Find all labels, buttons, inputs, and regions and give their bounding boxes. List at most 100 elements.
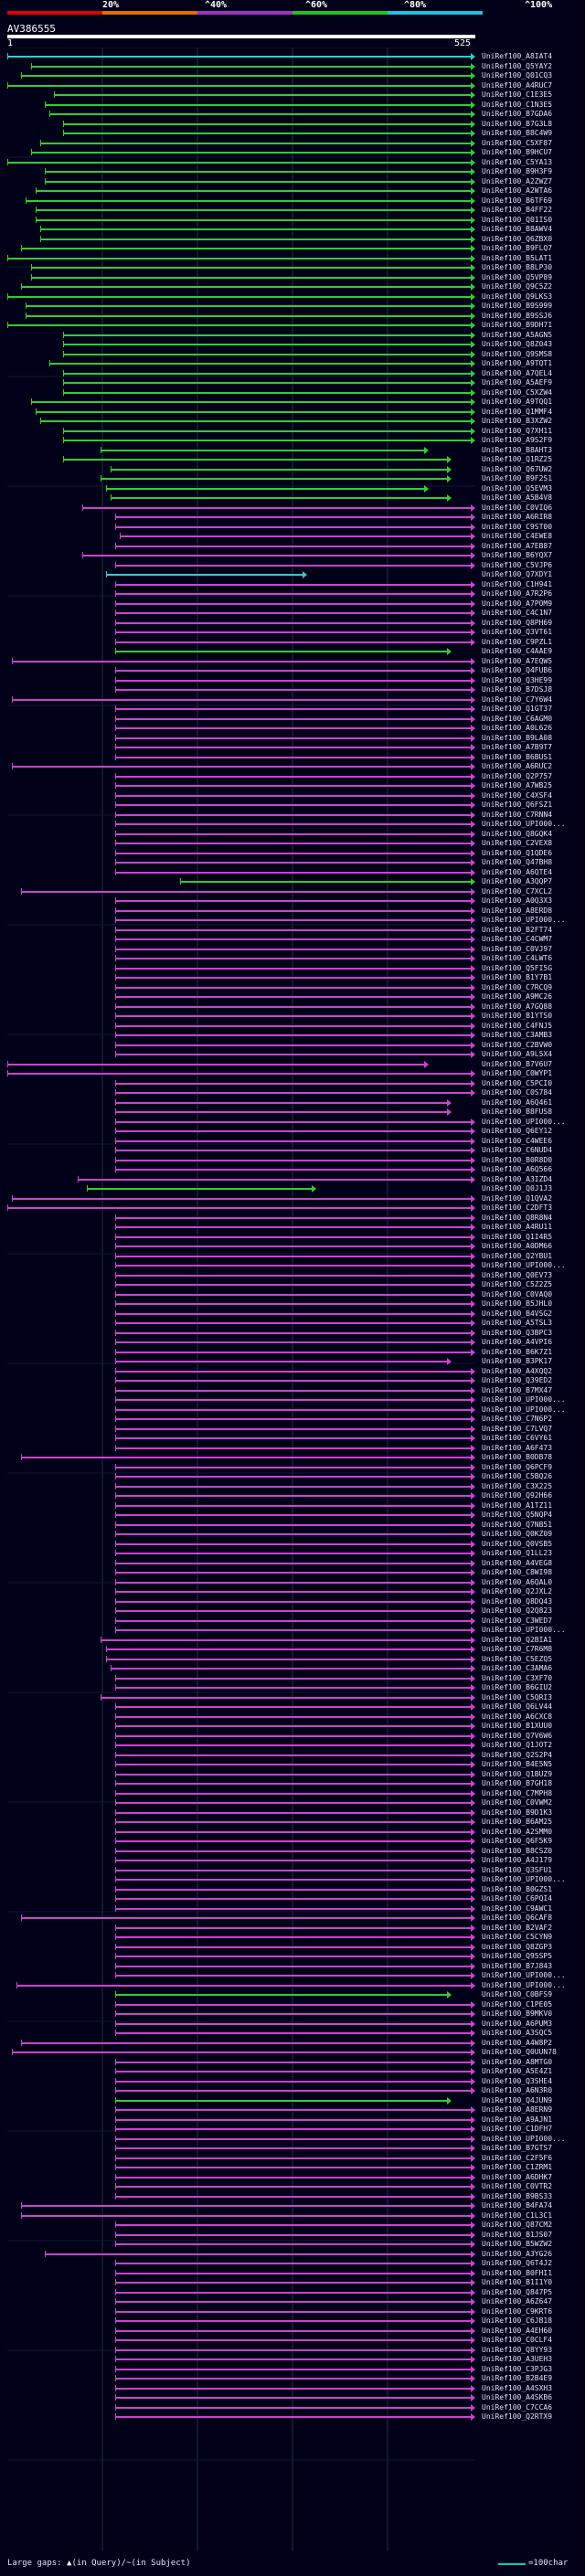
hit-row[interactable]: UniRef100_C4C1N7: [0, 608, 585, 618]
hit-label[interactable]: UniRef100_A4VEG8: [482, 1558, 553, 1567]
hit-row[interactable]: UniRef100_A4VPI6: [0, 1337, 585, 1347]
hit-label[interactable]: UniRef100_B2FT74: [482, 925, 553, 934]
hit-label[interactable]: UniRef100_C6VY61: [482, 1434, 553, 1442]
hit-row[interactable]: UniRef100_C7RNN4: [0, 810, 585, 820]
hit-label[interactable]: UniRef100_B5WZW2: [482, 2240, 553, 2248]
hit-row[interactable]: UniRef100_C9ST00: [0, 522, 585, 532]
hit-row[interactable]: UniRef100_B9SSJ6: [0, 311, 585, 321]
hit-label[interactable]: UniRef100_C9KRT6: [482, 2306, 553, 2316]
hit-row[interactable]: UniRef100_Q8R8N4: [0, 1213, 585, 1223]
hit-row[interactable]: UniRef100_A5B4V8: [0, 493, 585, 503]
hit-label[interactable]: UniRef100_C7Y6W4: [482, 694, 553, 704]
hit-label[interactable]: UniRef100_B9F2S1: [482, 474, 553, 482]
hit-row[interactable]: UniRef100_A7EQW5: [0, 656, 585, 666]
hit-row[interactable]: UniRef100_C6PQI4: [0, 1893, 585, 1903]
hit-label[interactable]: UniRef100_B4FF22: [482, 206, 553, 214]
hit-row[interactable]: UniRef100_B3PK17: [0, 1356, 585, 1366]
hit-label[interactable]: UniRef100_C3X225: [482, 1481, 553, 1490]
hit-row[interactable]: UniRef100_C2DFT3: [0, 1203, 585, 1213]
hit-label[interactable]: UniRef100_C4CWM7: [482, 935, 553, 943]
hit-row[interactable]: UniRef100_A6F473: [0, 1443, 585, 1453]
hit-row[interactable]: UniRef100_Q2Q823: [0, 1606, 585, 1616]
hit-row[interactable]: UniRef100_A0L626: [0, 723, 585, 733]
hit-row[interactable]: UniRef100_A4J179: [0, 1855, 585, 1865]
hit-label[interactable]: UniRef100_Q7V6W6: [482, 1731, 553, 1740]
hit-label[interactable]: UniRef100_C0VAQ0: [482, 1289, 553, 1299]
hit-label[interactable]: UniRef100_UPI000...: [482, 1261, 566, 1269]
hit-label[interactable]: UniRef100_Q4JUN9: [482, 2095, 553, 2104]
hit-label[interactable]: UniRef100_Q8ZGP3: [482, 1942, 553, 1951]
hit-row[interactable]: UniRef100_UPI000...: [0, 1874, 585, 1884]
hit-row[interactable]: UniRef100_C5EZQ5: [0, 1654, 585, 1664]
hit-label[interactable]: UniRef100_C5PCI0: [482, 1078, 553, 1087]
hit-row[interactable]: UniRef100_A1TZ11: [0, 1500, 585, 1511]
hit-label[interactable]: UniRef100_A8ERD8: [482, 906, 553, 915]
hit-label[interactable]: UniRef100_A4VPI6: [482, 1338, 553, 1346]
hit-row[interactable]: UniRef100_B9S999: [0, 301, 585, 311]
hit-row[interactable]: UniRef100_Q1MMF4: [0, 407, 585, 417]
hit-label[interactable]: UniRef100_C1N3E5: [482, 100, 553, 109]
hit-row[interactable]: UniRef100_Q9LKS3: [0, 292, 585, 302]
hit-row[interactable]: UniRef100_C2F5F6: [0, 2153, 585, 2163]
hit-row[interactable]: UniRef100_B1YTS0: [0, 1011, 585, 1021]
hit-row[interactable]: UniRef100_Q8YY93: [0, 2345, 585, 2355]
hit-label[interactable]: UniRef100_B6YQX7: [482, 551, 553, 559]
hit-label[interactable]: UniRef100_A4SXH3: [482, 2383, 553, 2392]
hit-row[interactable]: UniRef100_Q0UUN78: [0, 2047, 585, 2057]
hit-row[interactable]: UniRef100_Q0KZ09: [0, 1529, 585, 1539]
hit-label[interactable]: UniRef100_C4EWE8: [482, 532, 553, 540]
hit-label[interactable]: UniRef100_B4FA74: [482, 2201, 553, 2210]
hit-row[interactable]: UniRef100_Q8PH69: [0, 618, 585, 628]
hit-label[interactable]: UniRef100_C4WEE6: [482, 1136, 553, 1145]
hit-label[interactable]: UniRef100_A3YG26: [482, 2249, 553, 2258]
hit-row[interactable]: UniRef100_UPI000...: [0, 1117, 585, 1127]
hit-label[interactable]: UniRef100_B3XZW2: [482, 417, 553, 425]
hit-row[interactable]: UniRef100_A9TQQ1: [0, 397, 585, 407]
hit-label[interactable]: UniRef100_C5YA13: [482, 157, 553, 166]
hit-row[interactable]: UniRef100_Q6ZBX0: [0, 234, 585, 244]
hit-row[interactable]: UniRef100_A6RIR8: [0, 512, 585, 522]
hit-row[interactable]: UniRef100_C5Z2Z5: [0, 1279, 585, 1289]
hit-row[interactable]: UniRef100_B4FF22: [0, 205, 585, 215]
hit-row[interactable]: UniRef100_Q847P5: [0, 2287, 585, 2297]
hit-label[interactable]: UniRef100_Q1MMF4: [482, 407, 553, 416]
hit-row[interactable]: UniRef100_Q1I4R5: [0, 1232, 585, 1242]
hit-row[interactable]: UniRef100_B9H3F9: [0, 166, 585, 176]
hit-label[interactable]: UniRef100_B9S999: [482, 302, 553, 310]
hit-label[interactable]: UniRef100_Q6EY12: [482, 1127, 553, 1135]
hit-row[interactable]: UniRef100_B6BUS1: [0, 752, 585, 762]
hit-label[interactable]: UniRef100_B8C4W9: [482, 129, 553, 137]
hit-label[interactable]: UniRef100_C7RCQ9: [482, 982, 553, 991]
hit-label[interactable]: UniRef100_A5AEF9: [482, 378, 553, 387]
hit-label[interactable]: UniRef100_B6GIU2: [482, 1683, 553, 1691]
hit-label[interactable]: UniRef100_C2DFT3: [482, 1203, 553, 1212]
hit-row[interactable]: UniRef100_Q5VP89: [0, 272, 585, 282]
hit-row[interactable]: UniRef100_A2SMM0: [0, 1827, 585, 1837]
hit-row[interactable]: UniRef100_Q3SHE4: [0, 2076, 585, 2086]
hit-label[interactable]: UniRef100_C4C1N7: [482, 609, 553, 617]
hit-label[interactable]: UniRef100_A9TQQ1: [482, 398, 553, 406]
hit-label[interactable]: UniRef100_Q7NB51: [482, 1520, 553, 1529]
hit-label[interactable]: UniRef100_B9SSJ6: [482, 311, 553, 320]
hit-row[interactable]: UniRef100_Q2BIA1: [0, 1635, 585, 1645]
hit-label[interactable]: UniRef100_Q0UUN78: [482, 2048, 557, 2056]
hit-label[interactable]: UniRef100_C5XF87: [482, 138, 553, 147]
hit-label[interactable]: UniRef100_UPI000...: [482, 1626, 566, 1634]
hit-label[interactable]: UniRef100_B9LA08: [482, 733, 553, 742]
hit-row[interactable]: UniRef100_C0CLF4: [0, 2335, 585, 2345]
hit-row[interactable]: UniRef100_Q3HE99: [0, 675, 585, 685]
hit-label[interactable]: UniRef100_A5TSL3: [482, 1319, 553, 1327]
hit-label[interactable]: UniRef100_Q5FI5G: [482, 963, 553, 972]
hit-row[interactable]: UniRef100_A3UEH3: [0, 2354, 585, 2364]
hit-row[interactable]: UniRef100_C3X225: [0, 1481, 585, 1491]
hit-label[interactable]: UniRef100_A7WB25: [482, 781, 553, 790]
hit-row[interactable]: UniRef100_Q01CQ3: [0, 70, 585, 80]
hit-row[interactable]: UniRef100_A7EB87: [0, 541, 585, 551]
hit-row[interactable]: UniRef100_C0VIQ6: [0, 503, 585, 513]
hit-row[interactable]: UniRef100_UPI000...: [0, 2134, 585, 2144]
hit-row[interactable]: UniRef100_B8AWV4: [0, 224, 585, 234]
hit-label[interactable]: UniRef100_C0S784: [482, 1088, 553, 1097]
hit-label[interactable]: UniRef100_A3UEH3: [482, 2355, 553, 2363]
hit-row[interactable]: UniRef100_A3QQP7: [0, 876, 585, 886]
hit-label[interactable]: UniRef100_Q1QDE6: [482, 848, 553, 857]
